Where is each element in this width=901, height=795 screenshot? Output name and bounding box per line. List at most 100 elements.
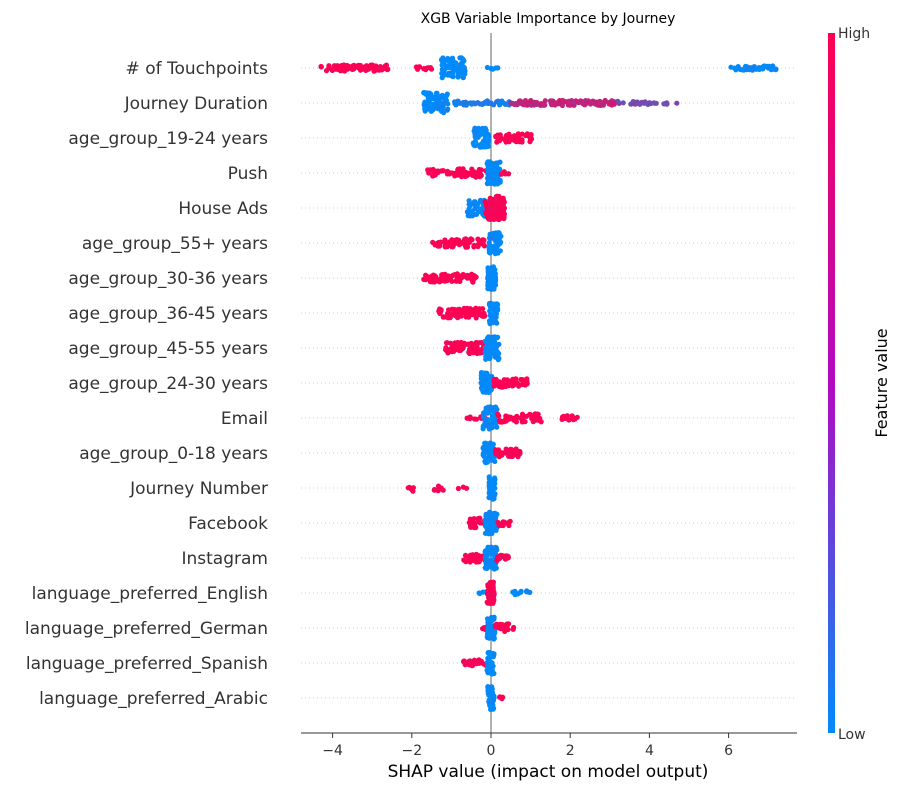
shap-point (493, 133, 499, 139)
shap-point (485, 277, 492, 283)
shap-point (454, 276, 460, 282)
shap-point (473, 305, 479, 311)
shap-point (440, 103, 446, 109)
shap-point (518, 376, 524, 383)
shap-point (501, 554, 508, 560)
shap-point (483, 135, 490, 142)
shap-point (443, 63, 449, 69)
shap-point (497, 100, 503, 106)
shap-point (491, 243, 498, 249)
shap-point (483, 127, 489, 133)
shap-point (462, 659, 468, 666)
shap-point (506, 139, 512, 145)
shap-point (528, 98, 534, 104)
shap-point (379, 67, 385, 73)
shap-point (496, 204, 502, 210)
shap-point (442, 98, 448, 104)
shap-point (485, 215, 491, 221)
feature-label: language_preferred_German (25, 619, 268, 639)
shap-point (474, 661, 480, 667)
shap-point (509, 135, 515, 141)
shap-point (489, 652, 495, 658)
shap-point (456, 242, 462, 248)
shap-point (457, 66, 463, 72)
shap-point (483, 440, 489, 446)
shap-point (485, 583, 491, 590)
shap-point (507, 518, 513, 524)
shap-point (518, 589, 524, 595)
shap-point (493, 527, 499, 534)
shap-point (494, 349, 500, 355)
shap-point (651, 100, 658, 106)
feature-label: # of Touchpoints (126, 59, 269, 79)
shap-point (474, 340, 480, 346)
shap-point (495, 357, 501, 363)
shap-point (439, 62, 445, 68)
shap-point (497, 208, 503, 214)
shap-point (481, 377, 487, 383)
shap-point (466, 314, 472, 320)
feature-label: age_group_0-18 years (79, 444, 268, 464)
shap-point (488, 312, 494, 318)
shap-point (476, 559, 482, 565)
shap-point (475, 236, 481, 242)
shap-point (435, 488, 441, 494)
shap-point (662, 101, 668, 107)
shap-point (503, 133, 509, 139)
shap-point (486, 377, 492, 383)
shap-point (744, 65, 750, 71)
shap-point (768, 66, 774, 72)
shap-point (490, 586, 496, 593)
shap-point (488, 693, 494, 700)
shap-point (620, 100, 626, 106)
shap-point (534, 411, 541, 417)
shap-point (489, 161, 495, 167)
shap-point (513, 139, 519, 145)
shap-point (440, 57, 446, 64)
shap-point (493, 65, 499, 71)
shap-point (475, 348, 481, 355)
shap-point (519, 139, 525, 145)
shap-point (485, 656, 492, 662)
feature-label: age_group_24-30 years (68, 374, 268, 394)
shap-point (447, 64, 453, 70)
shap-point (416, 64, 423, 70)
shap-point (455, 485, 461, 492)
shap-point (494, 216, 501, 222)
shap-point (477, 197, 484, 203)
shap-point (484, 422, 490, 429)
shap-point (472, 275, 478, 281)
shap-point (493, 376, 499, 382)
shap-point (466, 349, 472, 355)
shap-point (485, 519, 491, 525)
shap-point (462, 67, 468, 73)
shap-point (489, 418, 495, 424)
x-tick-label: 4 (645, 743, 654, 759)
shap-point (492, 251, 498, 257)
row-guides (301, 67, 797, 699)
shap-point (491, 630, 497, 636)
shap-point (469, 166, 475, 172)
shap-point (453, 171, 459, 177)
shap-point (428, 96, 434, 102)
shap-point (368, 62, 374, 68)
shap-point (492, 310, 499, 316)
shap-point (491, 705, 497, 712)
shap-point (482, 565, 488, 571)
shap-point (476, 657, 482, 663)
shap-point (572, 416, 578, 422)
shap-point (468, 340, 474, 346)
shap-point (607, 100, 613, 106)
shap-point (484, 335, 491, 341)
shap-point (470, 201, 476, 207)
x-axis: −4 −2 0 2 4 6 (301, 732, 797, 759)
shap-point (480, 589, 486, 595)
shap-point (509, 383, 515, 389)
shap-point (480, 306, 486, 312)
shap-point (491, 205, 498, 211)
feature-label: language_preferred_Spanish (26, 654, 268, 674)
shap-point (445, 106, 451, 112)
feature-label: age_group_19-24 years (68, 129, 268, 149)
shap-point (487, 180, 493, 186)
shap-point (497, 166, 503, 172)
